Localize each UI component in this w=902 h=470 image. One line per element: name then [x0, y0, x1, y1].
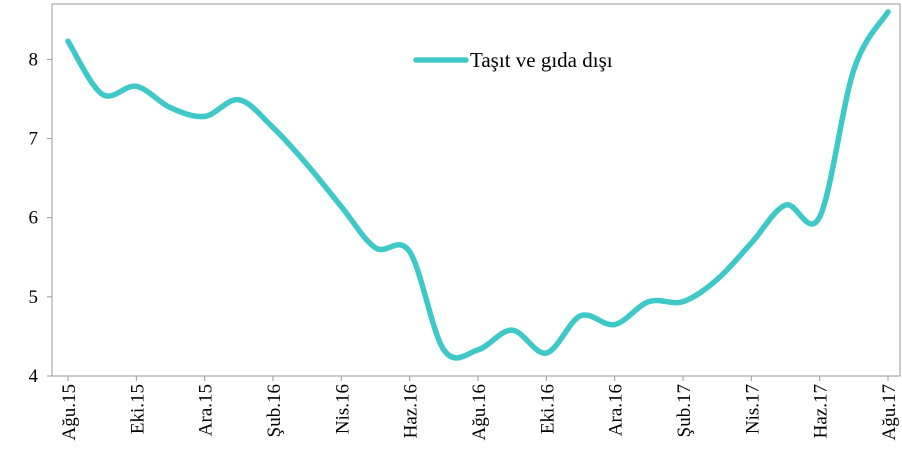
x-tick-label: Ara.16: [606, 384, 627, 436]
y-tick-label: 7: [29, 129, 39, 150]
y-tick-label: 8: [29, 49, 39, 70]
x-tick-label: Eki.15: [127, 384, 148, 434]
x-tick-label: Ağu.15: [59, 384, 80, 440]
y-tick-label: 5: [29, 287, 39, 308]
x-tick-label: Nis.17: [742, 384, 763, 434]
legend-label: Taşıt ve gıda dışı: [470, 48, 613, 72]
y-tick-label: 6: [29, 208, 39, 229]
x-tick-label: Haz.16: [401, 384, 422, 438]
x-tick-label: Eki.16: [537, 384, 558, 434]
y-tick-label: 4: [29, 366, 39, 387]
x-tick-label: Ağu.16: [469, 384, 490, 440]
x-tick-label: Nis.16: [332, 384, 353, 434]
x-tick-label: Şub.17: [674, 384, 695, 437]
plot-frame: [51, 3, 901, 377]
x-tick-label: Haz.17: [811, 384, 832, 438]
series-line: [65, 9, 891, 361]
x-tick-label: Ağu.17: [879, 384, 900, 440]
x-tick-label: Şub.16: [264, 384, 285, 437]
x-tick-label: Ara.15: [196, 384, 217, 436]
